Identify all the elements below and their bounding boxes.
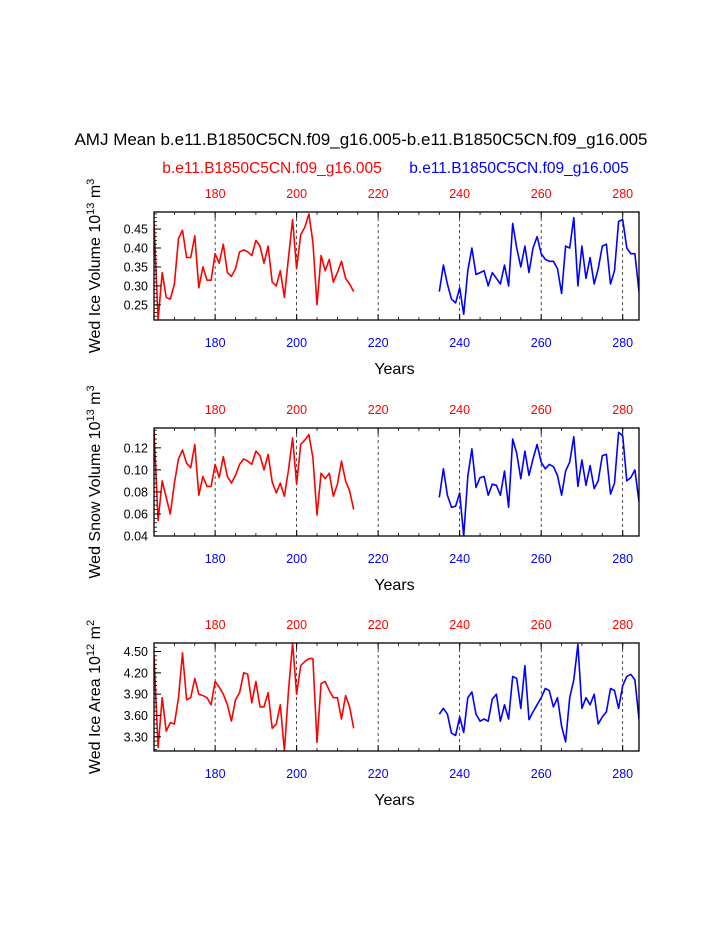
y-tick-label: 0.25 xyxy=(124,298,148,312)
y-tick-label: 3.30 xyxy=(124,730,148,744)
x-bottom-tick-label: 180 xyxy=(205,552,226,566)
y-label-unit: m xyxy=(87,391,104,409)
chart-panel-2: 0.04 0.06 0.08 0.10 0.12 180 200 220 240 260 280 18… xyxy=(85,385,640,594)
series-line-red xyxy=(154,643,355,751)
x-top-tick-label: 240 xyxy=(449,187,470,201)
x-bottom-tick-label: 220 xyxy=(368,336,389,350)
y-tick-label: 4.50 xyxy=(124,645,148,659)
y-tick-label: 0.04 xyxy=(124,530,148,544)
x-top-tick-label: 200 xyxy=(286,618,307,632)
x-top-tick-label: 200 xyxy=(286,187,307,201)
y-axis-label: Wed Ice Area 1012 m2 xyxy=(85,620,104,774)
x-top-tick-label: 280 xyxy=(612,618,633,632)
figure-title: AMJ Mean b.e11.B1850C5CN.f09_g16.005-b.e… xyxy=(74,130,647,149)
series-line-blue xyxy=(438,431,639,536)
x-bottom-tick-label: 260 xyxy=(531,552,552,566)
x-bottom-tick-label: 200 xyxy=(286,336,307,350)
plot-frame xyxy=(153,211,640,321)
x-top-tick-label: 220 xyxy=(368,618,389,632)
x-top-tick-label: 260 xyxy=(531,618,552,632)
chart-panel-3: 3.30 3.60 3.90 4.20 4.50 180 200 220 240 260 280 18… xyxy=(85,618,640,809)
y-label-unit: m xyxy=(87,185,104,203)
plot-frame xyxy=(153,642,640,752)
y-tick-label: 4.20 xyxy=(124,666,148,680)
y-tick-label: 0.30 xyxy=(124,279,148,293)
x-bottom-tick-label: 200 xyxy=(286,552,307,566)
series-line-red xyxy=(154,430,355,522)
x-bottom-tick-label: 180 xyxy=(205,336,226,350)
series-line-blue xyxy=(438,216,639,316)
y-tick-label: 3.60 xyxy=(124,709,148,723)
x-bottom-tick-label: 260 xyxy=(531,767,552,781)
x-top-tick-label: 280 xyxy=(612,403,633,417)
y-tick-label: 0.40 xyxy=(124,242,148,256)
x-top-tick-label: 260 xyxy=(531,187,552,201)
y-tick-label: 0.06 xyxy=(124,507,148,521)
x-top-tick-label: 240 xyxy=(449,618,470,632)
x-bottom-tick-label: 280 xyxy=(612,336,633,350)
x-top-tick-label: 280 xyxy=(612,187,633,201)
x-bottom-tick-label: 240 xyxy=(449,767,470,781)
x-top-tick-label: 180 xyxy=(205,187,226,201)
y-tick-label: 0.12 xyxy=(124,441,148,455)
x-top-tick-label: 220 xyxy=(368,187,389,201)
x-top-tick-label: 260 xyxy=(531,403,552,417)
x-bottom-tick-label: 220 xyxy=(368,767,389,781)
y-axis-label: Wed Ice Volume 1013 m3 xyxy=(85,179,104,354)
subtitle-right: b.e11.B1850C5CN.f09_g16.005 xyxy=(409,160,628,177)
x-bottom-tick-label: 240 xyxy=(449,336,470,350)
x-axis-label: Years xyxy=(374,792,414,809)
x-top-tick-label: 180 xyxy=(205,618,226,632)
y-tick-label: 0.10 xyxy=(124,463,148,477)
x-bottom-tick-label: 220 xyxy=(368,552,389,566)
x-top-tick-label: 240 xyxy=(449,403,470,417)
y-label-exponent: 12 xyxy=(85,644,97,656)
x-bottom-tick-label: 260 xyxy=(531,336,552,350)
x-axis-label: Years xyxy=(374,577,414,594)
x-top-tick-label: 200 xyxy=(286,403,307,417)
y-tick-label: 3.90 xyxy=(124,688,148,702)
y-label-exponent: 13 xyxy=(85,203,97,215)
x-bottom-tick-label: 240 xyxy=(449,552,470,566)
y-tick-label: 0.35 xyxy=(124,260,148,274)
x-bottom-tick-label: 200 xyxy=(286,767,307,781)
chart-panel-1: 0.25 0.30 0.35 0.40 0.45 180 200 220 240 260 280 18… xyxy=(85,179,640,378)
panels: 0.25 0.30 0.35 0.40 0.45 180 200 220 240 260 280 18… xyxy=(85,179,640,809)
y-label-unit-exponent: 2 xyxy=(85,620,97,626)
x-bottom-tick-label: 180 xyxy=(205,767,226,781)
series-line-blue xyxy=(438,643,639,743)
series-line-red xyxy=(154,213,355,320)
y-label-unit-exponent: 3 xyxy=(85,179,97,185)
x-axis-label: Years xyxy=(374,361,414,378)
x-top-tick-label: 180 xyxy=(205,403,226,417)
y-label-main: Wed Ice Volume 10 xyxy=(87,215,104,354)
y-axis-label: Wed Snow Volume 1013 m3 xyxy=(85,385,104,578)
y-label-main: Wed Ice Area 10 xyxy=(87,656,104,774)
y-label-unit: m xyxy=(87,626,104,644)
x-top-tick-label: 220 xyxy=(368,403,389,417)
x-bottom-tick-label: 280 xyxy=(612,552,633,566)
y-label-unit-exponent: 3 xyxy=(85,385,97,391)
plot-frame xyxy=(153,427,640,537)
y-label-exponent: 13 xyxy=(85,409,97,421)
subtitle-left: b.e11.B1850C5CN.f09_g16.005 xyxy=(162,160,381,177)
y-tick-label: 0.45 xyxy=(124,223,148,237)
y-label-main: Wed Snow Volume 10 xyxy=(87,421,104,578)
x-bottom-tick-label: 280 xyxy=(612,767,633,781)
y-tick-label: 0.08 xyxy=(124,485,148,499)
